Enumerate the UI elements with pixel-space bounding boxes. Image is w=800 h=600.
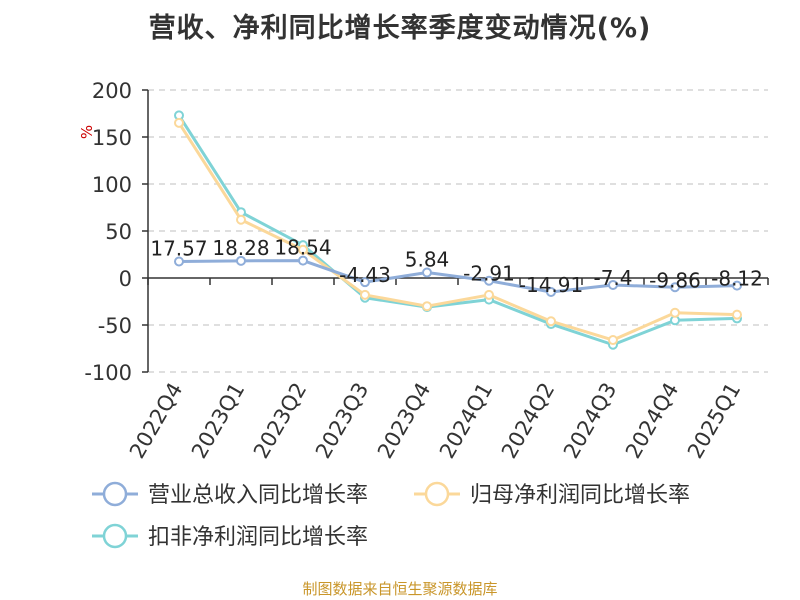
x-tick-label: 2023Q1 <box>187 379 249 463</box>
legend-item-net_profit[interactable]: 归母净利润同比增长率 <box>414 481 690 508</box>
data-point <box>174 256 184 267</box>
data-label: -8.12 <box>711 267 763 291</box>
data-point <box>546 316 556 327</box>
legend-label: 归母净利润同比增长率 <box>470 483 690 508</box>
data-point <box>298 244 308 255</box>
data-point <box>608 279 618 290</box>
series-line <box>177 122 738 342</box>
legend-marker <box>102 523 128 549</box>
series-revenue <box>174 255 742 298</box>
data-label: 18.28 <box>212 236 269 260</box>
data-label: 5.84 <box>405 248 450 272</box>
series-net_profit <box>174 117 742 346</box>
data-label: 18.54 <box>274 236 331 260</box>
data-point <box>360 277 370 288</box>
legend-label: 营业总收入同比增长率 <box>148 483 368 508</box>
x-tick-label: 2024Q1 <box>435 379 497 463</box>
data-point <box>732 280 742 291</box>
y-tick-label: 0 <box>119 267 132 291</box>
data-label: -7.4 <box>593 266 632 290</box>
y-tick-label: -50 <box>98 314 132 338</box>
y-unit-label: % <box>78 125 96 139</box>
x-tick-label: 2024Q4 <box>621 379 683 463</box>
data-label: -2.91 <box>463 262 515 286</box>
data-point <box>546 287 556 298</box>
y-tick-label: 200 <box>92 79 132 103</box>
x-tick-label: 2022Q4 <box>125 379 187 463</box>
x-tick-label: 2024Q3 <box>559 379 621 463</box>
data-point <box>608 335 618 346</box>
x-tick-label: 2024Q2 <box>497 379 559 463</box>
data-point <box>670 282 680 293</box>
series-line <box>178 259 738 294</box>
data-point <box>484 275 494 286</box>
series-line <box>177 114 738 347</box>
data-label: 17.57 <box>150 236 207 260</box>
legend-label: 扣非净利润同比增长率 <box>148 525 368 550</box>
legend-marker <box>102 481 128 507</box>
x-tick-label: 2023Q3 <box>311 379 373 463</box>
data-point <box>732 309 742 320</box>
data-label: -9.86 <box>649 268 701 292</box>
source-note: 制图数据来自恒生聚源数据库 <box>302 580 498 598</box>
data-label: -4.43 <box>339 263 391 287</box>
data-labels: 17.57 18.28 18.54-4.435.84-2.91 -14.91 -7.4-… <box>150 236 763 297</box>
data-point <box>174 117 184 128</box>
legend-marker <box>424 481 450 507</box>
data-point <box>298 255 308 266</box>
series-layer <box>174 110 742 350</box>
data-point <box>236 255 246 266</box>
data-point <box>360 289 370 300</box>
data-point <box>422 301 432 312</box>
data-point <box>422 267 432 278</box>
legend-item-deducted_net_profit[interactable]: 扣非净利润同比增长率 <box>92 523 368 550</box>
y-tick-label: 50 <box>105 220 132 244</box>
legend-item-revenue[interactable]: 营业总收入同比增长率 <box>92 481 368 508</box>
x-tick-label: 2023Q4 <box>373 379 435 463</box>
data-point <box>236 214 246 225</box>
x-tick-label: 2023Q2 <box>249 379 311 463</box>
chart-title: 营收、净利同比增长率季度变动情况(%) <box>148 13 652 44</box>
x-tick-label: 2025Q1 <box>683 379 745 463</box>
y-tick-label: 100 <box>92 173 132 197</box>
data-point <box>670 307 680 318</box>
y-tick-label: -100 <box>84 361 132 385</box>
data-label: -14.91 <box>519 273 583 297</box>
grid-lines: 200 150 100 50 0 -50 -100 <box>84 79 768 385</box>
y-tick-label: 150 <box>92 126 132 150</box>
data-point <box>484 289 494 300</box>
